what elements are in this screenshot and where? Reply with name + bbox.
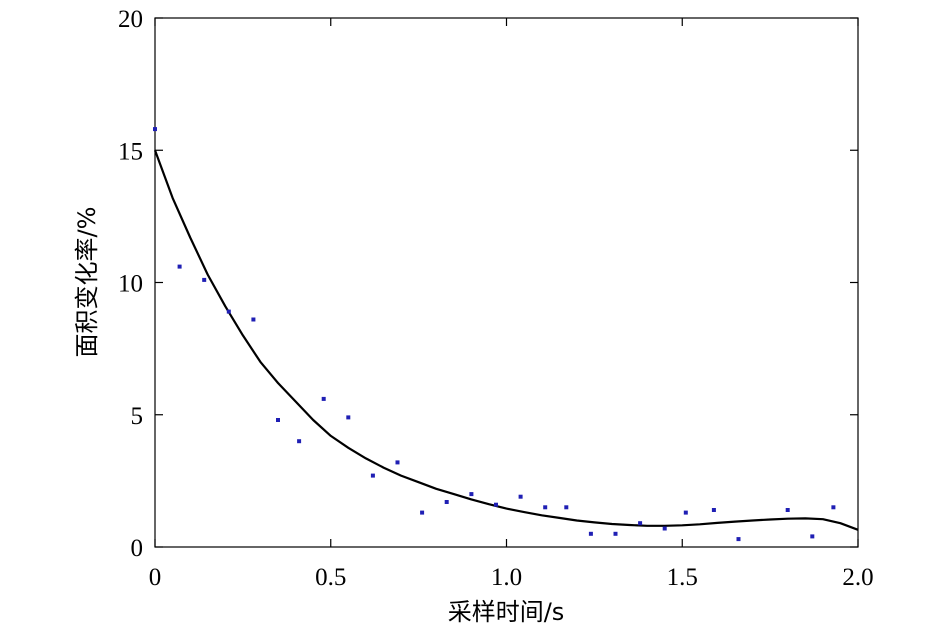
data-point <box>370 473 375 478</box>
data-point <box>518 494 523 499</box>
data-point <box>177 264 182 269</box>
x-tick-label: 1.0 <box>491 564 522 591</box>
data-point <box>613 531 618 536</box>
y-tick-label: 0 <box>131 535 144 562</box>
fit-curve <box>153 149 859 531</box>
data-point <box>736 537 741 542</box>
y-axis-title: 面积变化率/% <box>73 207 101 358</box>
y-tick-label: 5 <box>131 403 144 430</box>
x-tick-label: 0 <box>149 564 162 591</box>
data-point <box>226 309 231 314</box>
plot-frame <box>154 17 859 548</box>
data-point <box>420 510 425 515</box>
data-point <box>662 526 667 531</box>
data-point <box>711 508 716 512</box>
x-tick-label: 2.0 <box>842 564 873 591</box>
data-point <box>494 502 498 507</box>
data-point <box>588 531 593 536</box>
x-axis-title: 采样时间/s <box>448 598 565 626</box>
data-point <box>543 505 548 510</box>
data-point <box>297 439 302 444</box>
data-point <box>831 505 836 510</box>
data-point <box>810 534 815 539</box>
x-tick-label: 1.5 <box>667 564 698 591</box>
data-point <box>683 510 688 515</box>
data-point <box>564 505 569 510</box>
y-tick-label: 20 <box>118 6 143 33</box>
data-point <box>276 418 280 422</box>
data-points <box>153 127 836 542</box>
data-point <box>202 277 207 282</box>
data-point <box>395 460 400 465</box>
data-point <box>638 521 643 526</box>
tick-labels: 0 0.5 1.0 1.5 2.0 0 5 10 15 20 <box>118 6 874 591</box>
data-point <box>153 127 157 132</box>
data-point <box>444 500 449 504</box>
y-tick-label: 15 <box>118 138 143 165</box>
data-point <box>469 492 474 497</box>
data-point <box>321 396 326 401</box>
axis-ticks <box>154 17 859 548</box>
data-point <box>346 415 351 420</box>
y-tick-label: 10 <box>118 271 143 298</box>
data-point <box>785 508 790 512</box>
x-tick-label: 0.5 <box>315 564 346 591</box>
data-point <box>251 317 256 322</box>
